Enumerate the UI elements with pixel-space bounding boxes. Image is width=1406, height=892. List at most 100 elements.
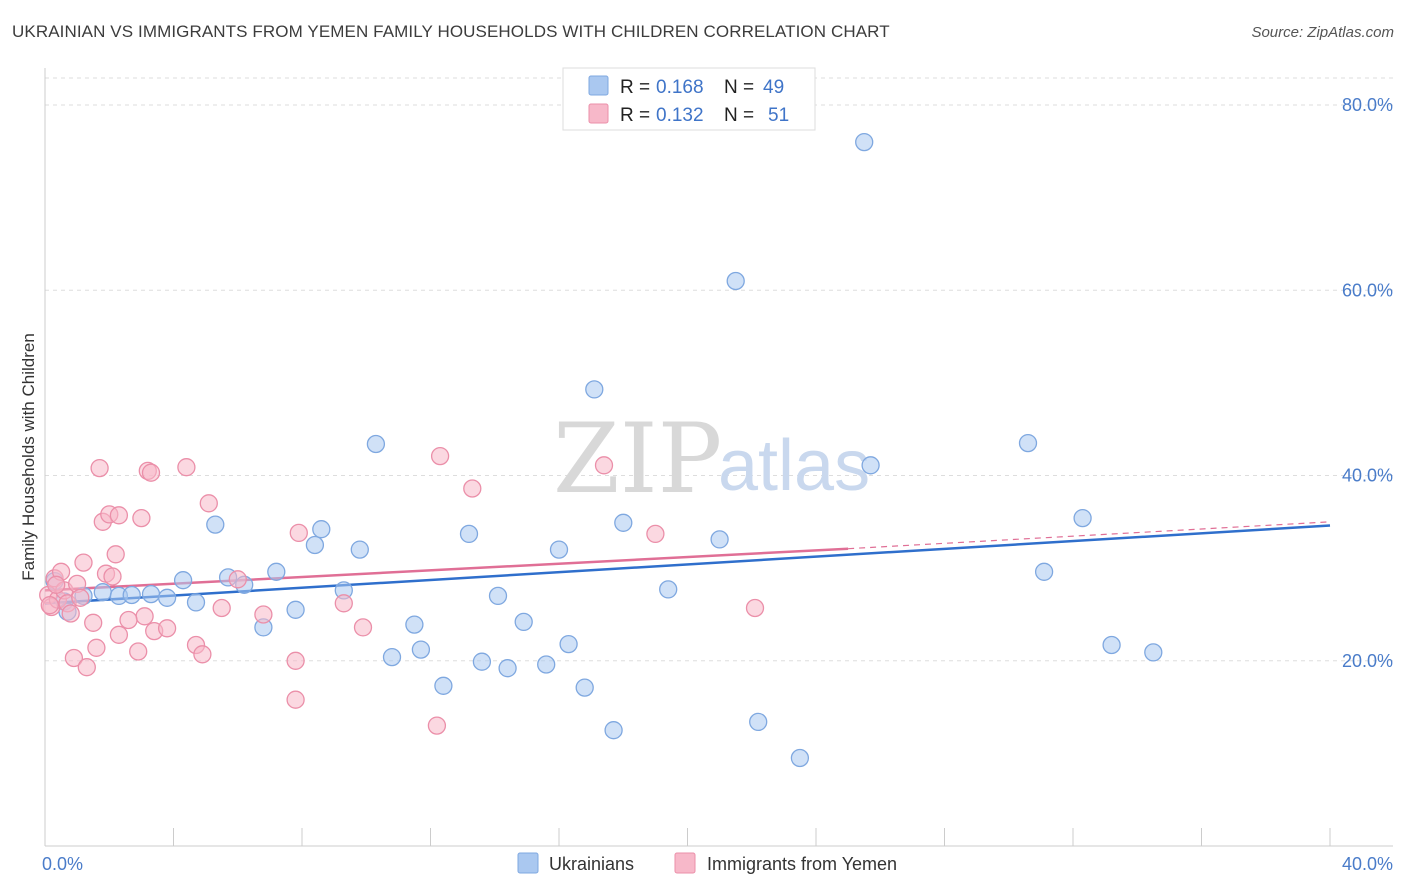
yemen-point-33	[212, 598, 231, 618]
yemen-point-43	[463, 479, 482, 498]
yemen-point-26	[141, 463, 161, 482]
yemen-point-36	[286, 690, 305, 709]
ukrainian-point-45	[1018, 433, 1038, 453]
ukrainian-point-46	[1034, 562, 1054, 581]
ukrainian-point-22	[382, 647, 402, 667]
legend-top-n-label-0: N =	[724, 77, 754, 98]
yemen-point-24	[135, 607, 154, 626]
ukrainian-point-18	[312, 520, 331, 539]
ukrainian-point-36	[604, 721, 623, 740]
ukrainian-point-34	[575, 678, 594, 697]
yemen-point-7	[61, 604, 80, 623]
y-axis-label: Family Households with Children	[19, 333, 38, 581]
legend-top-r-value-1: 0.132	[656, 105, 704, 126]
x-tick-label-max: 40.0%	[1342, 854, 1393, 874]
ukrainian-point-10	[186, 593, 206, 612]
ukrainian-point-38	[659, 580, 678, 599]
yemen-point-29	[177, 458, 196, 477]
ukrainian-point-17	[305, 535, 325, 555]
ukrainian-point-33	[559, 634, 578, 654]
ukrainian-point-28	[488, 586, 508, 606]
ukrainian-point-25	[434, 676, 453, 695]
yemen-point-8	[64, 648, 84, 668]
legend-top-r-value-0: 0.168	[656, 77, 704, 98]
legend-bottom-swatch-yemen	[674, 852, 696, 874]
ukrainian-point-26	[459, 524, 479, 544]
yemen-point-41	[427, 716, 447, 735]
yemen-point-10	[74, 553, 93, 572]
ukrainian-point-24	[411, 640, 431, 659]
ukrainian-point-30	[514, 612, 533, 632]
ukrainian-point-42	[790, 748, 810, 768]
watermark: ZIP atlas	[553, 403, 870, 515]
chart-title: UKRAINIAN VS IMMIGRANTS FROM YEMEN FAMIL…	[12, 22, 890, 41]
yemen-point-32	[199, 494, 218, 513]
y-tick-label-20: 20.0%	[1342, 651, 1393, 671]
yemen-point-42	[430, 446, 450, 466]
watermark-zip: ZIP	[553, 403, 722, 515]
ukrainian-point-11	[206, 515, 225, 534]
data-points	[39, 132, 1163, 768]
ukrainian-point-47	[1073, 508, 1092, 528]
trend-line-yemen-extension	[848, 521, 1331, 550]
yemen-point-50	[119, 610, 138, 630]
yemen-point-49	[40, 596, 59, 615]
ukrainian-point-8	[157, 588, 177, 607]
legend-top: R = 0.168 N = 49 R = 0.132 N = 51	[562, 67, 816, 131]
ukrainian-point-48	[1102, 635, 1121, 655]
ukrainian-point-21	[366, 434, 386, 454]
ukrainian-point-37	[614, 513, 633, 532]
yemen-point-31	[193, 645, 212, 664]
yemen-point-23	[132, 508, 151, 528]
legend-top-r-label-1: R =	[620, 105, 650, 126]
yemen-point-45	[646, 524, 665, 544]
ukrainian-point-7	[141, 584, 161, 604]
yemen-point-46	[745, 598, 765, 618]
yemen-point-48	[71, 588, 90, 607]
y-tick-labels: 20.0% 40.0% 60.0% 80.0%	[1342, 95, 1393, 671]
ukrainian-point-31	[537, 655, 556, 674]
ukrainian-point-41	[749, 712, 768, 732]
yemen-point-18	[103, 567, 122, 586]
yemen-point-44	[594, 456, 614, 475]
yemen-point-28	[157, 619, 177, 638]
yemen-point-13	[87, 638, 106, 657]
legend-top-n-value-1: 51	[768, 105, 789, 126]
legend-top-r-label-0: R =	[620, 77, 650, 98]
grid-lines	[45, 77, 1393, 662]
ukrainian-point-4	[93, 583, 112, 602]
yemen-point-12	[84, 613, 103, 632]
y-tick-label-80: 80.0%	[1342, 95, 1393, 115]
yemen-point-20	[109, 625, 129, 644]
yemen-point-34	[228, 570, 247, 589]
ukrainian-point-39	[710, 530, 729, 549]
legend-bottom-label-ukrainians: Ukrainians	[549, 854, 634, 874]
yemen-point-37	[286, 651, 305, 670]
yemen-point-21	[109, 506, 129, 525]
legend-top-swatch-yemen	[588, 103, 609, 124]
axes	[44, 68, 1393, 847]
yemen-point-19	[106, 545, 125, 564]
chart-source: Source: ZipAtlas.com	[1251, 24, 1394, 41]
ukrainian-point-43	[855, 132, 874, 152]
y-tick-label-40: 40.0%	[1342, 466, 1393, 486]
watermark-atlas: atlas	[718, 426, 870, 506]
legend-bottom: Ukrainians Immigrants from Yemen	[517, 852, 897, 874]
x-tick-label-min: 0.0%	[42, 854, 83, 874]
legend-top-n-value-0: 49	[763, 77, 784, 98]
trend-line-yemen	[44, 547, 849, 592]
legend-bottom-label-yemen: Immigrants from Yemen	[707, 854, 897, 874]
ukrainian-point-27	[472, 652, 492, 671]
ukrainian-point-20	[350, 540, 369, 559]
ukrainian-point-49	[1144, 643, 1163, 662]
yemen-point-47	[47, 575, 66, 594]
yemen-point-22	[129, 642, 148, 661]
ukrainian-point-44	[861, 456, 880, 475]
trend-line-ukrainians	[44, 524, 1331, 605]
ukrainian-point-16	[286, 600, 305, 619]
ukrainian-point-9	[173, 571, 193, 590]
ukrainian-point-35	[585, 380, 604, 399]
yemen-point-38	[289, 523, 308, 543]
ukrainian-point-15	[267, 562, 286, 581]
